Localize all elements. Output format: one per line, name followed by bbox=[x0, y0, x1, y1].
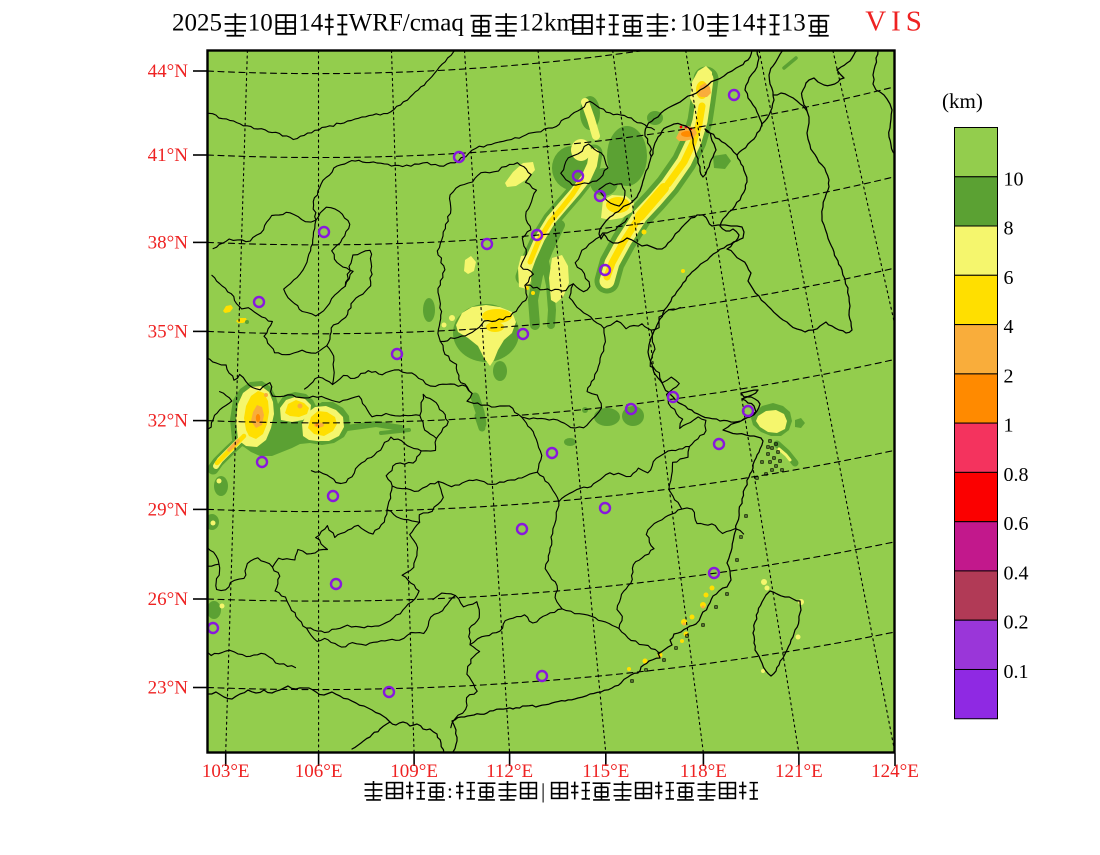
svg-text:124°E: 124°E bbox=[871, 761, 919, 782]
svg-text:1: 1 bbox=[1004, 415, 1014, 437]
svg-text:10: 10 bbox=[680, 10, 705, 37]
svg-text:112°E: 112°E bbox=[486, 761, 533, 782]
svg-text:(km): (km) bbox=[942, 89, 983, 113]
svg-text:38°N: 38°N bbox=[148, 232, 189, 253]
svg-text:32°N: 32°N bbox=[148, 411, 189, 432]
svg-text:26°N: 26°N bbox=[148, 589, 189, 610]
svg-text:29°N: 29°N bbox=[148, 499, 189, 520]
svg-text:103°E: 103°E bbox=[202, 761, 250, 782]
svg-text:13: 13 bbox=[781, 10, 806, 37]
svg-text:115°E: 115°E bbox=[582, 761, 629, 782]
svg-text:118°E: 118°E bbox=[680, 761, 727, 782]
svg-text:41°N: 41°N bbox=[148, 145, 189, 166]
svg-text:23°N: 23°N bbox=[148, 678, 189, 699]
svg-text:14: 14 bbox=[298, 10, 324, 37]
svg-text:10: 10 bbox=[248, 10, 273, 37]
svg-text:0.1: 0.1 bbox=[1004, 661, 1029, 683]
svg-text:106°E: 106°E bbox=[295, 761, 343, 782]
svg-text:4: 4 bbox=[1004, 316, 1014, 338]
svg-text:0.2: 0.2 bbox=[1004, 612, 1029, 634]
svg-text:35°N: 35°N bbox=[148, 321, 189, 342]
svg-text:14: 14 bbox=[730, 10, 756, 37]
svg-text:|: | bbox=[541, 779, 545, 803]
svg-text:2025: 2025 bbox=[172, 10, 222, 37]
svg-text:121°E: 121°E bbox=[775, 761, 823, 782]
svg-text:44°N: 44°N bbox=[148, 61, 189, 82]
svg-text:8: 8 bbox=[1004, 218, 1014, 240]
svg-text:0.4: 0.4 bbox=[1004, 562, 1029, 584]
svg-text::: : bbox=[670, 10, 677, 37]
svg-text:WRF/cmaq: WRF/cmaq bbox=[349, 10, 465, 37]
svg-text:0.6: 0.6 bbox=[1004, 513, 1029, 535]
svg-text:2: 2 bbox=[1004, 365, 1014, 387]
svg-text:10: 10 bbox=[1004, 168, 1024, 190]
svg-text:12: 12 bbox=[519, 10, 544, 37]
svg-text::: : bbox=[447, 779, 453, 803]
svg-text:VIS: VIS bbox=[865, 6, 927, 38]
svg-text:km: km bbox=[544, 10, 577, 37]
svg-text:6: 6 bbox=[1004, 267, 1014, 289]
svg-text:0.8: 0.8 bbox=[1004, 464, 1029, 486]
svg-text:109°E: 109°E bbox=[390, 761, 438, 782]
